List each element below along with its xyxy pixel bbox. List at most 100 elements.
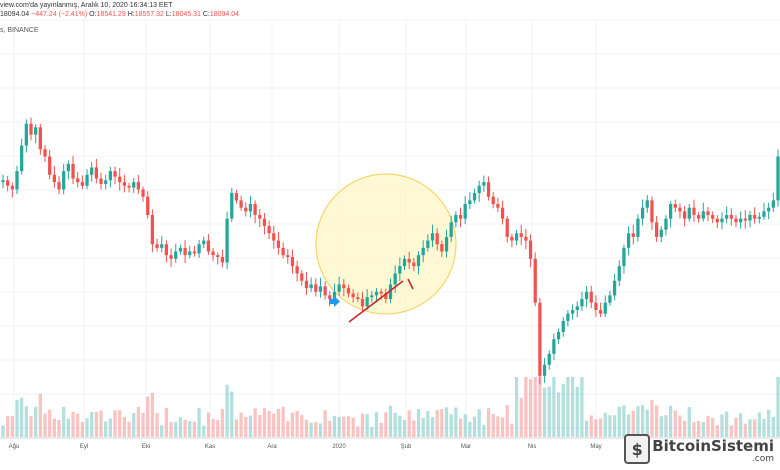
candle-body xyxy=(342,284,346,289)
volume-bar xyxy=(48,409,52,437)
candle-body xyxy=(136,182,141,190)
published-line: view.com'da yayınlanmış, Aralık 10, 2020… xyxy=(0,2,173,9)
volume-bar xyxy=(197,408,201,437)
red-trend-arrow xyxy=(348,280,404,323)
candle-body xyxy=(589,291,593,303)
candle-body xyxy=(258,215,262,219)
volume-bar xyxy=(365,414,369,437)
volume-bar xyxy=(430,416,435,437)
candle-body xyxy=(757,216,761,219)
candle-body xyxy=(566,313,570,321)
candle-body xyxy=(29,123,33,135)
volume-bar xyxy=(141,412,145,437)
volume-bar xyxy=(482,424,486,437)
candle-body xyxy=(113,171,117,177)
volume-bar xyxy=(776,377,780,437)
volume-bar xyxy=(174,421,178,437)
candle-body xyxy=(351,293,355,298)
volume-bar xyxy=(570,377,575,437)
volume-bar xyxy=(220,409,225,437)
candle-body xyxy=(24,123,28,146)
volume-bar xyxy=(580,377,584,437)
volume-bar xyxy=(342,416,346,437)
candle-body xyxy=(248,204,253,212)
candle-body xyxy=(388,284,393,300)
candle-body xyxy=(234,193,239,201)
x-tick-label: Şub xyxy=(401,444,412,450)
candle-body xyxy=(449,222,453,237)
volume-bar xyxy=(281,406,285,437)
candle-body xyxy=(468,200,472,205)
volume-bar xyxy=(71,411,75,437)
volume-bar xyxy=(206,412,211,437)
last-price: 18094.04 xyxy=(0,11,30,18)
volume-bar xyxy=(337,416,341,437)
x-tick-label: Eyl xyxy=(80,444,88,450)
candle-body xyxy=(48,156,52,175)
candle-body xyxy=(617,266,621,281)
volume-bar xyxy=(384,412,388,437)
x-tick-label: May xyxy=(590,444,601,450)
volume-bar xyxy=(286,421,290,437)
candle-body xyxy=(20,145,24,172)
candle-body xyxy=(482,182,486,186)
candle-body xyxy=(552,339,556,354)
volume-bar xyxy=(743,423,747,437)
volume-bar xyxy=(603,412,607,437)
volume-bar xyxy=(169,421,173,437)
candle-body xyxy=(598,310,603,314)
volume-bar xyxy=(444,407,449,437)
volume-bar xyxy=(575,386,579,437)
candle-body xyxy=(276,240,281,248)
candle-body xyxy=(1,180,5,183)
close-value: 18094.04 xyxy=(209,11,240,18)
candle-body xyxy=(472,193,477,201)
candle-body xyxy=(640,207,645,219)
candle-body xyxy=(393,273,397,285)
volume-bar xyxy=(753,419,757,437)
candle-body xyxy=(491,196,495,205)
candle-body xyxy=(458,215,463,219)
volume-bar xyxy=(374,412,379,437)
volume-bar xyxy=(664,415,668,437)
volume-bar xyxy=(654,405,659,437)
volume-bar xyxy=(561,383,565,437)
candle-body xyxy=(379,291,383,294)
site-logo: $ BitcoinSistemi .com xyxy=(624,434,774,464)
candle-body xyxy=(244,207,248,212)
candle-body xyxy=(412,262,416,267)
candle-body xyxy=(356,297,360,300)
volume-bar xyxy=(566,377,570,437)
volume-bar xyxy=(262,408,267,437)
volume-bar xyxy=(398,415,402,437)
candle-body xyxy=(645,200,649,208)
symbol-line: s, BINANCE xyxy=(0,27,39,34)
volume-bar xyxy=(701,421,705,437)
volume-bar xyxy=(608,415,612,437)
highlight-circle xyxy=(315,173,457,315)
candle-body xyxy=(239,200,243,208)
volume-bar xyxy=(290,412,295,437)
candle-body xyxy=(762,211,766,217)
candle-body xyxy=(295,266,299,274)
volume-bar xyxy=(62,406,66,437)
volume-bar xyxy=(547,386,551,437)
low-label: L: xyxy=(165,11,172,18)
volume-bar xyxy=(416,409,421,437)
volume-bar xyxy=(80,422,85,437)
candle-body xyxy=(398,266,402,274)
candle-body xyxy=(603,302,607,314)
candle-body xyxy=(262,218,267,226)
candle-body xyxy=(346,288,351,294)
candle-body xyxy=(608,295,612,303)
candle-body xyxy=(267,225,271,234)
volume-bar xyxy=(668,405,673,437)
candle-body xyxy=(547,353,551,365)
volume-bar xyxy=(771,416,775,437)
volume-bar xyxy=(477,409,481,437)
volume-bar xyxy=(6,415,10,437)
x-tick-label: Eki xyxy=(142,444,150,450)
candle-body xyxy=(496,204,500,208)
candle-body xyxy=(575,306,579,310)
